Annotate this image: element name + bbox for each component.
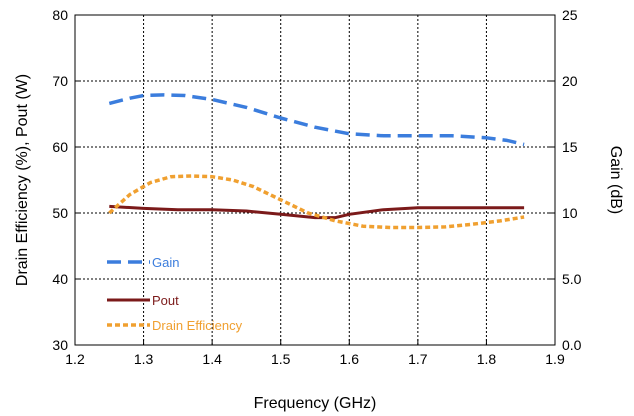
- right-y-tick-label: 20: [562, 73, 578, 89]
- left-y-axis-label: Drain Efficiency (%), Pout (W): [14, 74, 31, 286]
- x-tick-label: 1.2: [65, 351, 85, 367]
- x-tick-label: 1.7: [408, 351, 428, 367]
- x-tick-label: 1.9: [545, 351, 565, 367]
- legend-label: Pout: [152, 293, 179, 308]
- series-line-drain-efficiency: [108, 174, 525, 230]
- grid: [75, 15, 555, 345]
- right-y-tick-label: 5.0: [562, 271, 582, 287]
- legend: Gain Pout Drain Efficiency: [107, 255, 243, 333]
- left-y-tick-label: 50: [52, 205, 68, 221]
- axis-ticks: 1.2 1.3 1.4 1.5 1.6 1.7 1.8 1.9 30 40 50 60 70 80 0.0 5…: [52, 7, 581, 367]
- left-y-tick-label: 30: [52, 337, 68, 353]
- x-tick-label: 1.8: [477, 351, 497, 367]
- right-y-axis-label: Gain (dB): [607, 146, 624, 214]
- x-tick-label: 1.5: [271, 351, 291, 367]
- plot-frame: [74, 14, 556, 346]
- legend-label: Gain: [152, 255, 179, 270]
- left-y-tick-label: 80: [52, 7, 68, 23]
- left-y-tick-label: 40: [52, 271, 68, 287]
- left-y-tick-label: 70: [52, 73, 68, 89]
- left-y-tick-label: 60: [52, 139, 68, 155]
- right-y-tick-label: 10: [562, 205, 578, 221]
- x-axis-label: Frequency (GHz): [254, 395, 377, 412]
- right-y-tick-label: 0.0: [562, 337, 582, 353]
- right-y-tick-label: 25: [562, 7, 578, 23]
- series-layer: [108, 93, 525, 230]
- right-y-tick-label: 15: [562, 139, 578, 155]
- x-tick-label: 1.6: [340, 351, 360, 367]
- x-tick-label: 1.3: [134, 351, 154, 367]
- series-line-gain: [108, 93, 525, 147]
- legend-label: Drain Efficiency: [152, 318, 243, 333]
- x-tick-label: 1.4: [202, 351, 222, 367]
